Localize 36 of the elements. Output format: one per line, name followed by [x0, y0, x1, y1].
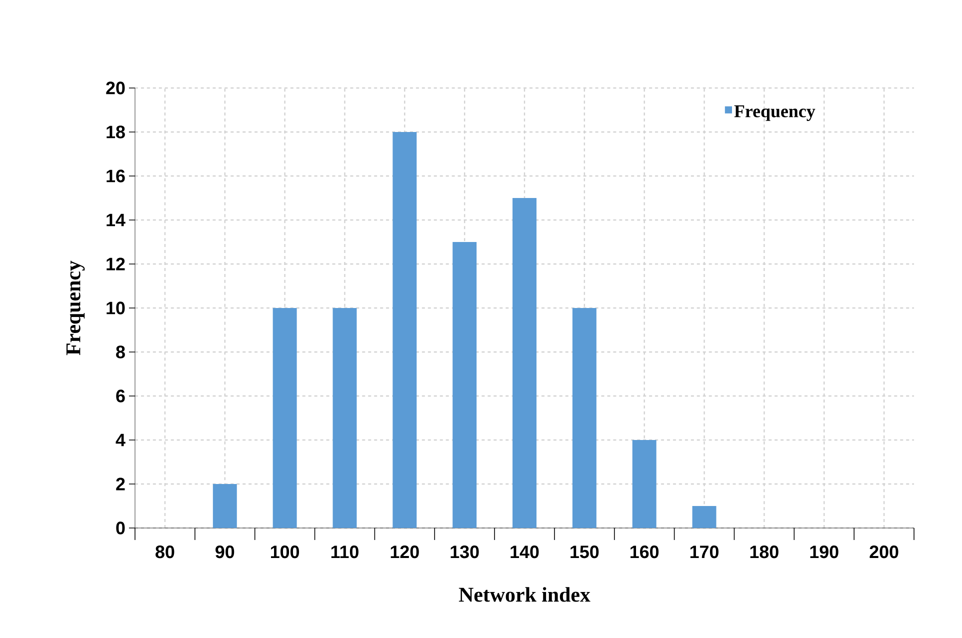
- bar: [692, 506, 716, 528]
- x-tick-label: 150: [570, 546, 599, 558]
- y-tick-label: 2: [116, 478, 125, 490]
- x-tick-label: 90: [216, 546, 234, 558]
- x-tick-label: 140: [510, 546, 539, 558]
- y-tick-label: 0: [116, 522, 125, 534]
- bar: [212, 484, 237, 528]
- y-axis-title: Frequency: [66, 260, 85, 356]
- x-axis-title: Network index: [458, 587, 590, 602]
- x-tick-label: 130: [450, 546, 479, 558]
- bar: [512, 198, 536, 528]
- x-tick-label: 120: [390, 546, 419, 558]
- bar: [332, 308, 357, 528]
- y-tick-label: 4: [116, 434, 126, 446]
- x-tick-label: 170: [690, 546, 718, 558]
- x-tick-label: 100: [270, 546, 300, 558]
- x-tick-label: 80: [156, 546, 174, 558]
- y-tick-label: 20: [106, 82, 125, 94]
- bar: [452, 242, 477, 528]
- bar: [272, 308, 297, 528]
- bar: [392, 132, 417, 528]
- y-tick-label: 12: [106, 258, 125, 270]
- x-tick-label: 200: [870, 546, 898, 558]
- y-tick-label: 18: [106, 126, 125, 138]
- y-tick-label: 16: [106, 170, 125, 182]
- bar: [632, 440, 656, 528]
- y-tick-label: 14: [106, 214, 126, 226]
- x-tick-label: 160: [630, 546, 659, 558]
- x-tick-label: 180: [750, 546, 778, 558]
- x-tick-label: 110: [331, 546, 358, 558]
- y-tick-label: 6: [116, 390, 125, 402]
- bar: [572, 308, 596, 528]
- y-tick-label: 8: [116, 346, 125, 358]
- legend-label: Frequency: [734, 105, 816, 121]
- y-tick-label: 10: [106, 302, 125, 314]
- x-tick-label: 190: [810, 546, 838, 558]
